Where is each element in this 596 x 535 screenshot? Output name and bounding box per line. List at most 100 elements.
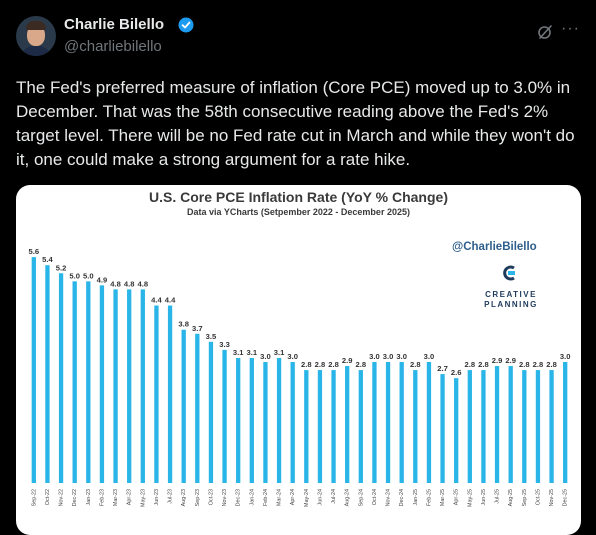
bar-value-label: 4.8 — [124, 279, 135, 288]
x-tick-label: Dec-23 — [236, 489, 242, 506]
bar-value-label: 3.7 — [192, 324, 203, 333]
creative-planning-wordmark: CREATIVE PLANNING — [461, 290, 561, 310]
chart-bar — [127, 289, 132, 483]
x-tick-label: Sep-25 — [522, 489, 528, 506]
x-tick-label: Feb-25 — [426, 489, 432, 506]
x-tick-label: Jun-23 — [154, 489, 160, 505]
x-tick-label: Sep-22 — [31, 489, 37, 506]
chart-bar — [481, 370, 486, 483]
author-name[interactable]: Charlie Bilello — [64, 16, 165, 33]
bar-value-label: 3.0 — [424, 352, 435, 361]
author-handle[interactable]: @charliebilello — [64, 38, 162, 55]
creative-planning-logo-icon — [503, 265, 515, 281]
avatar[interactable] — [16, 16, 56, 56]
x-tick-label: Aug-23 — [181, 489, 187, 506]
chart-bar — [208, 341, 214, 483]
chart-bar — [263, 362, 268, 483]
chart-bar — [236, 357, 241, 483]
chart-bar — [181, 329, 186, 483]
bar-value-label: 4.4 — [165, 296, 176, 305]
chart-bar — [276, 357, 282, 483]
chart-bar — [331, 370, 336, 483]
bar-value-label: 2.7 — [437, 364, 448, 373]
x-tick-label: Nov-24 — [386, 489, 392, 506]
bar-value-label: 2.8 — [533, 360, 544, 369]
chart-bar — [140, 289, 145, 483]
chart-bar — [535, 370, 541, 483]
chart-bar — [399, 362, 404, 483]
more-options-icon[interactable]: ··· — [561, 20, 580, 37]
bar-chart: 5.6 Sep-22 5.4 Oct-22 5.2 Nov-22 5.0 Dec-22 5.0 J… — [29, 247, 571, 507]
chart-bar — [317, 370, 323, 483]
x-tick-label: Aug-24 — [345, 489, 351, 506]
bar-value-label: 2.6 — [451, 368, 462, 377]
x-tick-label: Jun-25 — [481, 489, 487, 505]
logo-line-1: CREATIVE — [485, 290, 537, 299]
chart-bar — [154, 305, 159, 483]
chart-bar — [508, 366, 513, 483]
bar-value-label: 2.8 — [478, 360, 489, 369]
x-tick-label: Apr-23 — [127, 489, 133, 505]
bar-value-label: 2.8 — [465, 360, 476, 369]
chart-image[interactable]: U.S. Core PCE Inflation Rate (YoY % Chan… — [16, 185, 581, 535]
x-tick-label: Nov-25 — [549, 489, 555, 506]
bar-value-label: 5.0 — [69, 271, 80, 280]
x-tick-label: Apr-24 — [290, 489, 296, 505]
avatar-hair — [26, 21, 46, 30]
chart-bar — [86, 281, 91, 483]
chart-bar — [467, 370, 472, 483]
bar-value-label: 2.9 — [342, 356, 353, 365]
x-tick-label: Oct-23 — [208, 489, 214, 505]
chart-watermark: @CharlieBilello — [452, 241, 537, 253]
x-tick-label: Sep-24 — [358, 489, 364, 506]
bar-value-label: 4.9 — [97, 275, 108, 284]
bar-value-label: 4.8 — [138, 279, 149, 288]
grok-icon[interactable] — [537, 24, 553, 40]
bar-value-label: 5.2 — [56, 263, 67, 272]
bar-value-label: 5.4 — [42, 255, 53, 264]
chart-bar — [494, 366, 500, 483]
bar-value-label: 2.8 — [519, 360, 530, 369]
bar-value-label: 5.0 — [83, 271, 94, 280]
bar-value-label: 5.6 — [29, 247, 40, 256]
chart-title: U.S. Core PCE Inflation Rate (YoY % Chan… — [149, 189, 448, 205]
x-tick-label: Jul-25 — [495, 489, 501, 504]
bar-value-label: 3.0 — [383, 352, 394, 361]
chart-bar — [372, 362, 377, 483]
x-tick-label: Mar-25 — [440, 489, 446, 506]
chart-bar — [385, 362, 391, 483]
chart-bar — [72, 281, 77, 483]
bar-value-label: 2.8 — [356, 360, 367, 369]
chart-bar — [113, 289, 118, 483]
bar-value-label: 3.0 — [560, 352, 571, 361]
chart-bar — [167, 305, 173, 483]
bar-value-label: 3.0 — [369, 352, 380, 361]
chart-bar — [290, 362, 295, 483]
chart-bar — [440, 374, 445, 483]
x-tick-label: Nov-22 — [59, 489, 65, 506]
x-tick-label: Nov-23 — [222, 489, 228, 506]
bar-value-label: 2.8 — [315, 360, 326, 369]
bar-value-label: 3.0 — [260, 352, 271, 361]
chart-bar — [45, 265, 50, 483]
x-tick-label: Mar-24 — [277, 489, 283, 506]
x-tick-label: Oct-24 — [372, 489, 378, 505]
chart-bar — [522, 370, 527, 483]
chart-bar — [345, 366, 350, 483]
bar-value-label: 3.0 — [396, 352, 407, 361]
bar-value-label: 2.8 — [410, 360, 421, 369]
bar-value-label: 3.1 — [247, 348, 258, 357]
chart-bar — [358, 370, 363, 483]
x-tick-label: Jan-24 — [249, 489, 255, 505]
x-tick-label: Jul-23 — [168, 489, 174, 504]
bar-value-label: 4.8 — [110, 279, 121, 288]
chart-bar — [563, 362, 568, 483]
x-tick-label: Oct-25 — [535, 489, 541, 505]
x-tick-label: May-24 — [304, 489, 310, 507]
bar-value-label: 3.1 — [233, 348, 244, 357]
bar-value-label: 3.5 — [206, 332, 217, 341]
x-tick-label: May-25 — [467, 489, 473, 507]
chart-bar — [58, 273, 64, 483]
bar-value-label: 3.8 — [178, 320, 189, 329]
tweet-text: The Fed's preferred measure of inflation… — [16, 78, 575, 169]
